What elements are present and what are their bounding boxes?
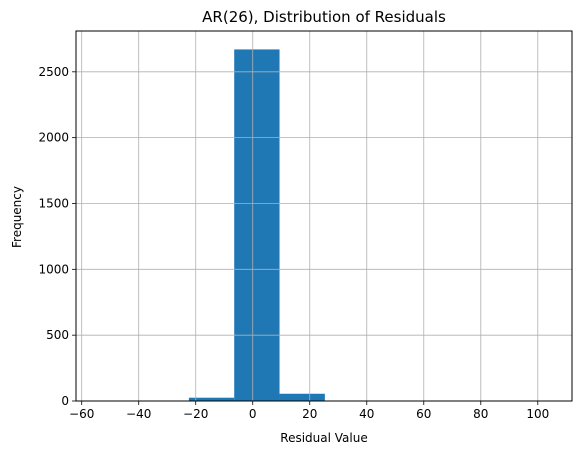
x-axis-label: Residual Value <box>280 431 367 445</box>
histogram-bar <box>279 393 325 401</box>
histogram-bars <box>98 49 552 401</box>
x-tick-label: −60 <box>69 407 94 421</box>
y-tick-label: 0 <box>61 394 69 408</box>
x-tick-label: 20 <box>302 407 317 421</box>
y-tick-label: 1000 <box>38 262 69 276</box>
chart-title: AR(26), Distribution of Residuals <box>202 8 446 26</box>
y-tick-label: 2000 <box>38 131 69 145</box>
histogram-bar <box>188 397 235 401</box>
grid-lines <box>76 31 572 402</box>
y-axis-label: Frequency <box>10 186 24 248</box>
y-tick-label: 500 <box>46 328 69 342</box>
x-tick-label: 100 <box>526 407 549 421</box>
plot-frame <box>75 30 573 402</box>
x-tick-label: −40 <box>126 407 151 421</box>
histogram-bar <box>234 49 280 401</box>
x-axis-ticks: −60 −40 −20 0 20 40 60 80 100 <box>69 401 549 421</box>
y-axis-ticks: 0 500 1000 1500 2000 2500 <box>38 65 76 408</box>
y-tick-label: 1500 <box>38 196 69 210</box>
x-tick-label: 0 <box>249 407 257 421</box>
y-tick-label: 2500 <box>38 65 69 79</box>
x-tick-label: −20 <box>183 407 208 421</box>
x-tick-label: 80 <box>473 407 488 421</box>
x-tick-label: 60 <box>416 407 431 421</box>
x-tick-label: 40 <box>359 407 374 421</box>
